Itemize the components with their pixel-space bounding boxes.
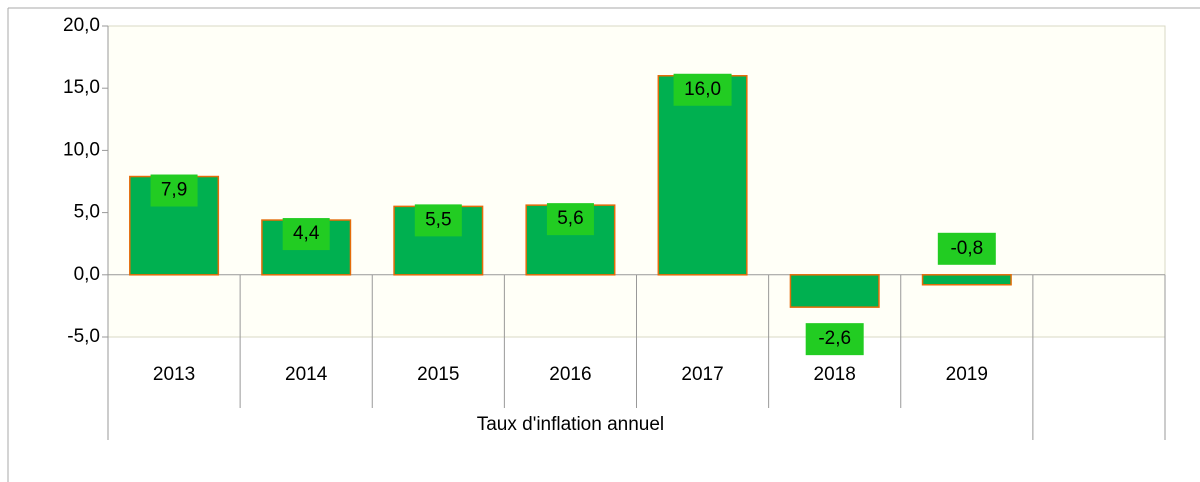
x-tick-label: 2015	[417, 364, 459, 385]
value-label-box	[937, 232, 996, 265]
x-tick-label: 2013	[153, 364, 195, 385]
value-label-box	[546, 203, 594, 236]
value-label: 5,5	[425, 209, 451, 230]
y-tick-label: 0,0	[74, 264, 100, 285]
y-tick-label: 10,0	[63, 139, 100, 160]
bar	[921, 274, 1012, 286]
value-label: 4,4	[293, 223, 320, 244]
x-tick-label: 2018	[814, 364, 856, 385]
value-label-box	[282, 218, 330, 251]
y-tick-label: 20,0	[63, 15, 100, 36]
x-tick-label: 2016	[549, 364, 591, 385]
group-label: Taux d'inflation annuel	[477, 414, 664, 435]
value-label: -2,6	[818, 328, 851, 349]
x-tick-label: 2017	[681, 364, 723, 385]
y-tick-label: 15,0	[63, 77, 100, 98]
bar	[657, 75, 748, 276]
value-label: -0,8	[950, 238, 983, 259]
value-label-box	[805, 323, 864, 356]
x-tick-label: 2014	[285, 364, 328, 385]
value-label: 16,0	[684, 79, 721, 100]
bar	[789, 274, 880, 308]
value-label: 5,6	[557, 208, 583, 229]
value-label-box	[414, 204, 462, 237]
x-tick-label: 2019	[946, 364, 988, 385]
value-label-box	[673, 73, 732, 106]
y-tick-label: -5,0	[67, 326, 100, 347]
value-label: 7,9	[161, 180, 187, 201]
value-label-box	[150, 174, 198, 207]
y-tick-label: 5,0	[74, 202, 100, 223]
